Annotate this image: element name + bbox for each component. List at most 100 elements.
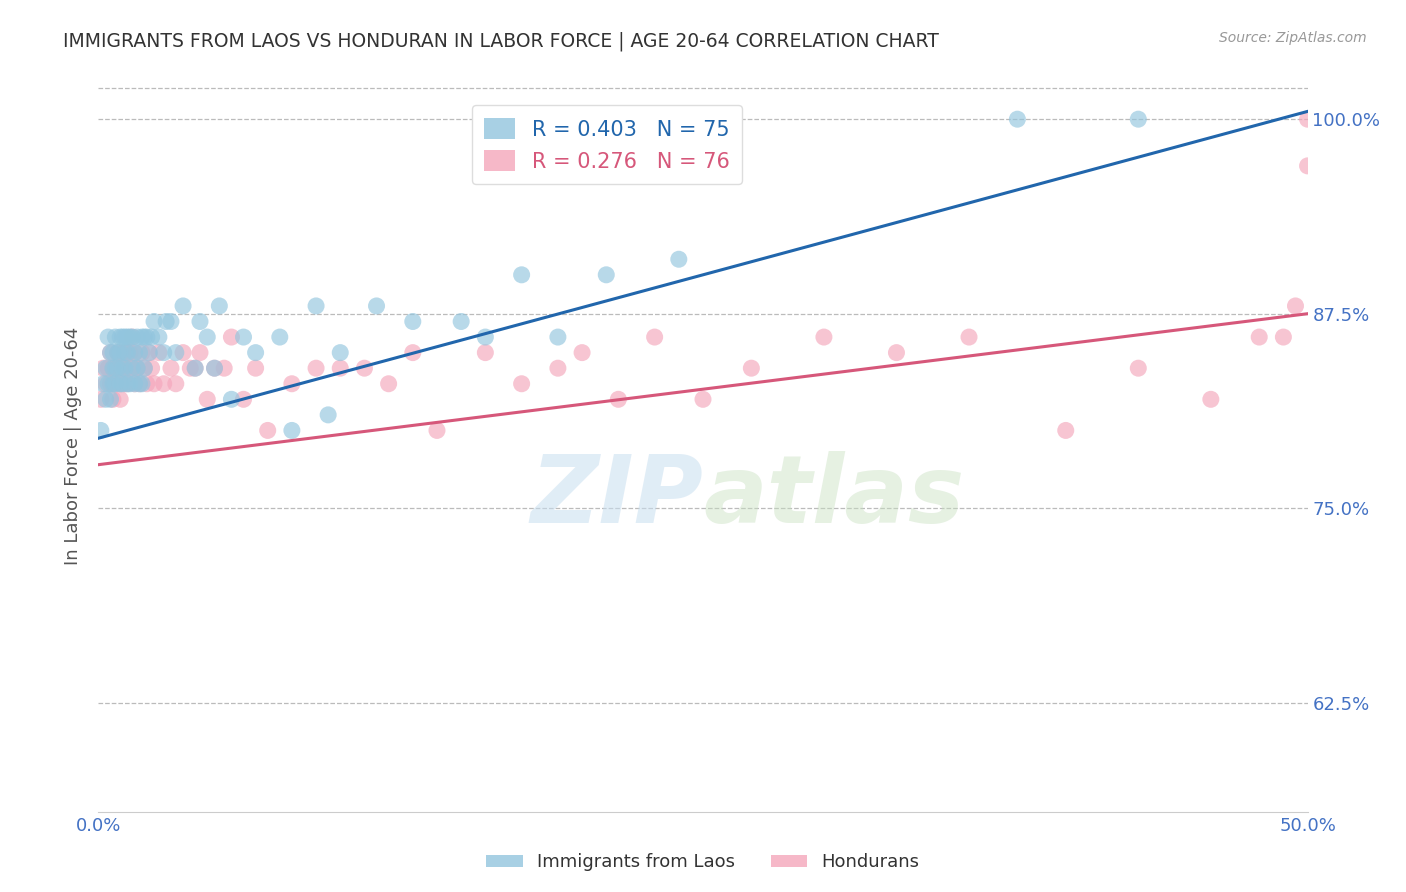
Point bbox=[155, 314, 177, 328]
Point bbox=[104, 361, 127, 376]
Point bbox=[571, 345, 593, 359]
Point bbox=[595, 268, 617, 282]
Point bbox=[644, 330, 666, 344]
Point bbox=[256, 424, 278, 438]
Point bbox=[740, 361, 762, 376]
Point bbox=[124, 345, 146, 359]
Point bbox=[111, 361, 134, 376]
Point bbox=[204, 361, 226, 376]
Point bbox=[138, 345, 160, 359]
Point bbox=[668, 252, 690, 267]
Point bbox=[127, 330, 149, 344]
Point bbox=[281, 424, 304, 438]
Point bbox=[188, 345, 211, 359]
Point bbox=[100, 345, 122, 359]
Point bbox=[245, 345, 267, 359]
Point bbox=[813, 330, 835, 344]
Point bbox=[1007, 112, 1029, 127]
Text: IMMIGRANTS FROM LAOS VS HONDURAN IN LABOR FORCE | AGE 20-64 CORRELATION CHART: IMMIGRANTS FROM LAOS VS HONDURAN IN LABO… bbox=[63, 31, 939, 51]
Point bbox=[121, 330, 143, 344]
Point bbox=[108, 376, 131, 391]
Point bbox=[366, 299, 388, 313]
Point bbox=[141, 361, 163, 376]
Point bbox=[402, 314, 425, 328]
Point bbox=[1128, 112, 1150, 127]
Legend: R = 0.403   N = 75, R = 0.276   N = 76: R = 0.403 N = 75, R = 0.276 N = 76 bbox=[471, 105, 742, 184]
Point bbox=[107, 361, 129, 376]
Point bbox=[160, 361, 183, 376]
Point bbox=[474, 330, 496, 344]
Point bbox=[179, 361, 201, 376]
Point bbox=[1128, 361, 1150, 376]
Point bbox=[104, 361, 127, 376]
Point bbox=[117, 345, 139, 359]
Point bbox=[886, 345, 908, 359]
Point bbox=[108, 330, 131, 344]
Point bbox=[124, 376, 146, 391]
Point bbox=[135, 376, 157, 391]
Point bbox=[165, 376, 187, 391]
Point bbox=[134, 361, 156, 376]
Point bbox=[402, 345, 425, 359]
Point bbox=[114, 376, 136, 391]
Point bbox=[152, 376, 174, 391]
Point bbox=[232, 392, 254, 407]
Point bbox=[692, 392, 714, 407]
Point bbox=[131, 330, 153, 344]
Point bbox=[305, 361, 328, 376]
Point bbox=[148, 330, 170, 344]
Point bbox=[107, 345, 129, 359]
Point bbox=[1199, 392, 1222, 407]
Point bbox=[221, 392, 243, 407]
Point bbox=[141, 330, 163, 344]
Text: Source: ZipAtlas.com: Source: ZipAtlas.com bbox=[1219, 31, 1367, 45]
Point bbox=[138, 345, 160, 359]
Point bbox=[172, 345, 194, 359]
Point bbox=[1296, 112, 1319, 127]
Point bbox=[607, 392, 630, 407]
Point bbox=[329, 345, 352, 359]
Point bbox=[94, 361, 117, 376]
Point bbox=[117, 330, 139, 344]
Point bbox=[127, 361, 149, 376]
Point bbox=[1249, 330, 1271, 344]
Point bbox=[957, 330, 980, 344]
Point bbox=[148, 345, 170, 359]
Point bbox=[100, 376, 122, 391]
Point bbox=[204, 361, 226, 376]
Point bbox=[117, 376, 139, 391]
Point bbox=[91, 376, 114, 391]
Text: ZIP: ZIP bbox=[530, 451, 703, 543]
Point bbox=[94, 392, 117, 407]
Point bbox=[232, 330, 254, 344]
Point bbox=[426, 424, 449, 438]
Point bbox=[101, 361, 124, 376]
Point bbox=[208, 299, 231, 313]
Point bbox=[114, 361, 136, 376]
Point bbox=[90, 424, 112, 438]
Text: atlas: atlas bbox=[703, 451, 965, 543]
Point bbox=[474, 345, 496, 359]
Point bbox=[118, 361, 141, 376]
Point bbox=[127, 361, 149, 376]
Point bbox=[195, 330, 218, 344]
Point bbox=[104, 330, 127, 344]
Point bbox=[353, 361, 375, 376]
Point bbox=[510, 268, 533, 282]
Point bbox=[101, 392, 124, 407]
Point bbox=[91, 361, 114, 376]
Point bbox=[90, 392, 112, 407]
Point bbox=[547, 361, 569, 376]
Point bbox=[117, 345, 139, 359]
Point bbox=[547, 330, 569, 344]
Point bbox=[128, 345, 150, 359]
Point bbox=[143, 314, 166, 328]
Point bbox=[188, 314, 211, 328]
Point bbox=[121, 361, 143, 376]
Point bbox=[134, 330, 156, 344]
Point bbox=[117, 376, 139, 391]
Point bbox=[131, 345, 153, 359]
Point bbox=[100, 345, 122, 359]
Point bbox=[160, 314, 183, 328]
Point bbox=[152, 345, 174, 359]
